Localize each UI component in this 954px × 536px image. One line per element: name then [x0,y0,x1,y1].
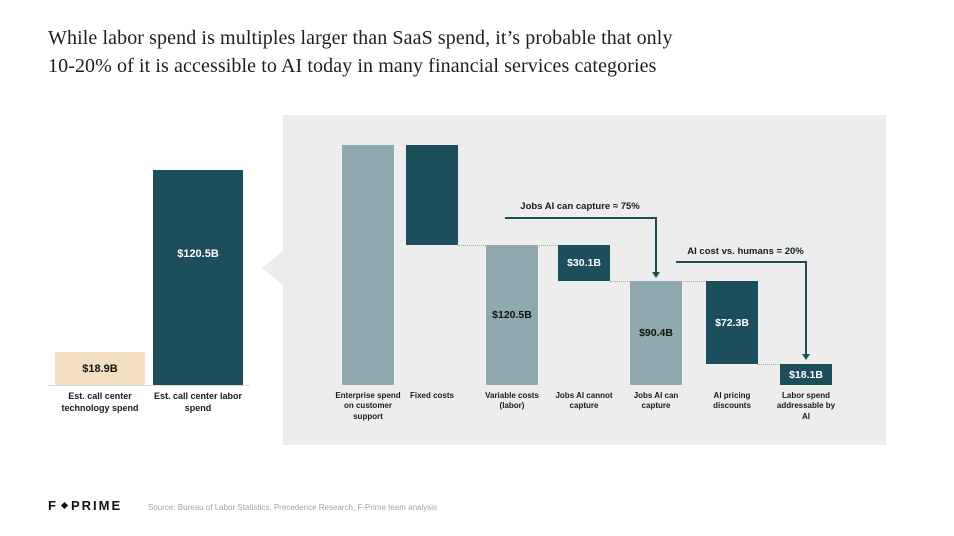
source-note: Source: Bureau of Labor Statistics, Prec… [148,503,438,512]
annotation-1-hline [505,217,657,219]
fprime-logo: F PRIME [48,498,122,513]
annotation-jobs-ai-capture: Jobs AI can capture ≈ 75% [520,201,640,212]
left-chart-baseline [48,385,250,386]
dotted-connector-3 [758,364,782,365]
fprime-diamond-icon [60,501,68,510]
wf-label-enterprise: Enterprise spend on customer support [335,391,401,421]
wf-label-jobs-cannot: Jobs AI cannot capture [555,391,613,411]
bar-value-jobs-can: $90.4B [639,327,673,339]
page-title: While labor spend is multiples larger th… [48,24,888,80]
left-bar-label-labor: Est. call center labor spend [153,391,243,413]
annotation-ai-cost: AI cost vs. humans = 20% [687,246,804,257]
bar-value-labor: $120.5B [177,248,219,260]
bar-labor-addressable: $18.1B [780,364,832,385]
bar-fixed-costs [406,145,458,245]
bar-labor-spend: $120.5B [153,170,243,385]
annotation-2-hline [676,261,807,263]
bar-jobs-ai-can-capture: $90.4B [630,281,682,385]
bar-ai-pricing-discounts: $72.3B [706,281,758,364]
annotation-1-arrow-icon [652,272,660,278]
wf-label-addressable: Labor spend addressable by AI [776,391,836,421]
bar-technology-spend: $18.9B [55,352,145,385]
left-bar-label-technology: Est. call center technology spend [61,391,139,413]
bar-value-jobs-cannot: $30.1B [567,257,601,269]
bar-value-ai-discounts: $72.3B [715,316,749,329]
wf-label-variable-costs: Variable costs (labor) [485,391,539,411]
bar-enterprise-spend [342,145,394,385]
bar-jobs-ai-cannot-capture: $30.1B [558,245,610,281]
panel-chevron-icon [262,251,283,285]
page-title-line1: While labor spend is multiples larger th… [48,27,673,49]
wf-label-fixed-costs: Fixed costs [409,391,454,400]
annotation-1-vline [655,217,657,273]
bar-value-addressable: $18.1B [789,368,823,381]
fprime-logo-f: F [48,498,58,513]
page-title-line2: 10-20% of it is accessible to AI today i… [48,55,657,77]
wf-label-ai-discounts: AI pricing discounts [713,391,751,411]
bar-value-variable-costs: $120.5B [492,309,532,321]
fprime-logo-prime: PRIME [70,498,123,513]
bar-variable-costs: $120.5B [486,245,538,385]
bar-value-technology: $18.9B [82,362,118,375]
annotation-2-vline [805,261,807,355]
wf-label-jobs-can: Jobs AI can capture [633,391,679,411]
annotation-2-arrow-icon [802,354,810,360]
